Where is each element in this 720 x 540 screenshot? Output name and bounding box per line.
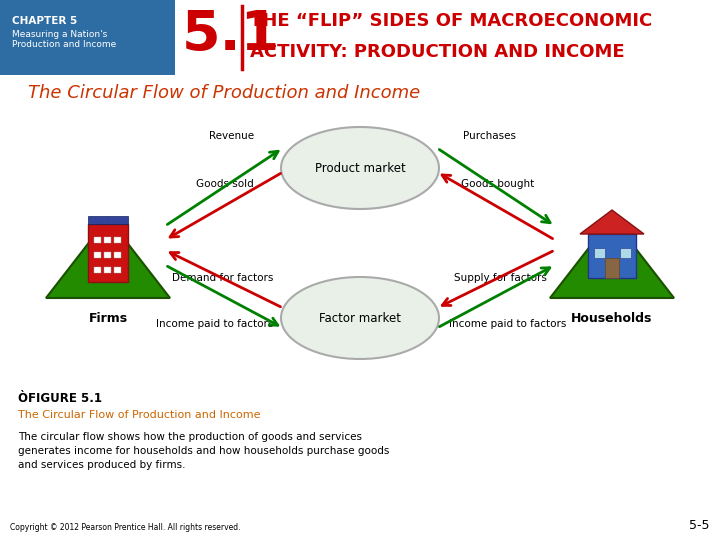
Text: Firms: Firms xyxy=(89,312,127,325)
Text: 5-5: 5-5 xyxy=(690,519,710,532)
FancyBboxPatch shape xyxy=(104,267,111,273)
Text: Goods sold: Goods sold xyxy=(196,179,254,189)
FancyBboxPatch shape xyxy=(114,252,121,258)
Polygon shape xyxy=(46,218,170,298)
FancyBboxPatch shape xyxy=(104,237,111,243)
Text: and services produced by firms.: and services produced by firms. xyxy=(18,460,186,470)
Text: Measuring a Nation's
Production and Income: Measuring a Nation's Production and Inco… xyxy=(12,30,116,49)
Text: Supply for factors: Supply for factors xyxy=(454,273,546,283)
Text: Households: Households xyxy=(571,312,653,325)
Text: ÒFIGURE 5.1: ÒFIGURE 5.1 xyxy=(18,392,102,405)
FancyBboxPatch shape xyxy=(588,234,636,278)
Polygon shape xyxy=(550,218,674,298)
Text: The circular flow shows how the production of goods and services: The circular flow shows how the producti… xyxy=(18,432,362,442)
Text: Income paid to factors: Income paid to factors xyxy=(449,319,567,329)
Text: generates income for households and how households purchase goods: generates income for households and how … xyxy=(18,446,390,456)
Text: Copyright © 2012 Pearson Prentice Hall. All rights reserved.: Copyright © 2012 Pearson Prentice Hall. … xyxy=(10,523,240,532)
Text: Goods bought: Goods bought xyxy=(462,179,535,189)
FancyBboxPatch shape xyxy=(94,267,101,273)
Text: Demand for factors: Demand for factors xyxy=(172,273,274,283)
Text: Purchases: Purchases xyxy=(464,131,516,141)
Text: ACTIVITY: PRODUCTION AND INCOME: ACTIVITY: PRODUCTION AND INCOME xyxy=(250,43,625,61)
Ellipse shape xyxy=(281,277,439,359)
FancyBboxPatch shape xyxy=(0,0,175,75)
Ellipse shape xyxy=(281,127,439,209)
Text: The Circular Flow of Production and Income: The Circular Flow of Production and Inco… xyxy=(18,410,261,420)
FancyBboxPatch shape xyxy=(620,248,631,258)
FancyBboxPatch shape xyxy=(94,252,101,258)
Text: CHAPTER 5: CHAPTER 5 xyxy=(12,16,77,26)
Text: Product market: Product market xyxy=(315,161,405,174)
Text: Income paid to factors: Income paid to factors xyxy=(156,319,274,329)
Text: THE “FLIP” SIDES OF MACROECONOMIC: THE “FLIP” SIDES OF MACROECONOMIC xyxy=(250,12,652,30)
Text: Revenue: Revenue xyxy=(210,131,255,141)
FancyBboxPatch shape xyxy=(594,248,605,258)
FancyBboxPatch shape xyxy=(114,237,121,243)
FancyBboxPatch shape xyxy=(88,216,128,224)
Text: The Circular Flow of Production and Income: The Circular Flow of Production and Inco… xyxy=(28,84,420,102)
Text: 5.1: 5.1 xyxy=(182,8,280,62)
FancyBboxPatch shape xyxy=(605,258,619,278)
FancyBboxPatch shape xyxy=(94,237,101,243)
FancyBboxPatch shape xyxy=(104,252,111,258)
Text: Factor market: Factor market xyxy=(319,312,401,325)
Polygon shape xyxy=(580,210,644,234)
FancyBboxPatch shape xyxy=(114,267,121,273)
FancyBboxPatch shape xyxy=(88,224,128,282)
